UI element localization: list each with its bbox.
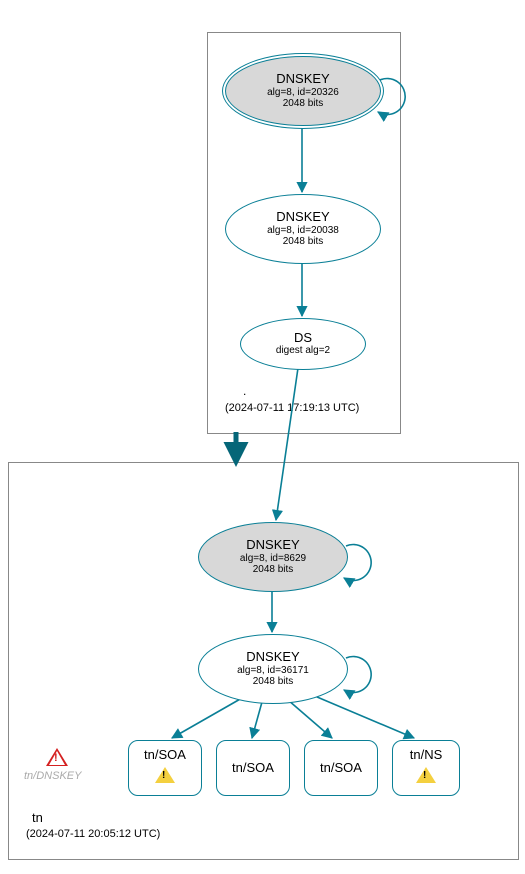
node-title: tn/SOA xyxy=(144,748,186,762)
node-title: DNSKEY xyxy=(276,72,329,86)
node-line2: alg=8, id=36171 xyxy=(237,665,309,677)
zone-label-root: . xyxy=(243,384,246,398)
node-tn-soa1: tn/SOA ! xyxy=(128,740,202,796)
node-title: DNSKEY xyxy=(246,650,299,664)
node-root-ksk: DNSKEY alg=8, id=20326 2048 bits xyxy=(225,56,381,126)
node-line2: alg=8, id=20038 xyxy=(267,225,339,237)
node-tn-zsk: DNSKEY alg=8, id=36171 2048 bits xyxy=(198,634,348,704)
node-line3: 2048 bits xyxy=(253,564,294,576)
node-tn-soa2: tn/SOA xyxy=(216,740,290,796)
node-line2: alg=8, id=20326 xyxy=(267,87,339,99)
node-title: DNSKEY xyxy=(246,538,299,552)
node-title: tn/SOA xyxy=(320,761,362,775)
warning-icon: ! xyxy=(416,763,436,788)
node-root-zsk: DNSKEY alg=8, id=20038 2048 bits xyxy=(225,194,381,264)
node-title: DNSKEY xyxy=(276,210,329,224)
node-line2: digest alg=2 xyxy=(276,345,330,357)
warning-icon: ! xyxy=(155,763,175,788)
node-root-ds: DS digest alg=2 xyxy=(240,318,366,370)
node-tn-ksk: DNSKEY alg=8, id=8629 2048 bits xyxy=(198,522,348,592)
node-line2: alg=8, id=8629 xyxy=(240,553,306,565)
node-title: tn/SOA xyxy=(232,761,274,775)
node-line3: 2048 bits xyxy=(283,98,324,110)
node-title: DS xyxy=(294,331,312,345)
node-tn-soa3: tn/SOA xyxy=(304,740,378,796)
node-tn-ns: tn/NS ! xyxy=(392,740,460,796)
node-line3: 2048 bits xyxy=(283,236,324,248)
zone-timestamp-tn: (2024-07-11 20:05:12 UTC) xyxy=(26,828,160,840)
zone-label-tn: tn xyxy=(32,810,43,825)
dnskey-warning-icon: ! xyxy=(46,748,68,771)
node-title: tn/NS xyxy=(410,748,443,762)
zone-timestamp-root: (2024-07-11 17:19:13 UTC) xyxy=(225,402,359,414)
node-line3: 2048 bits xyxy=(253,676,294,688)
dnskey-warning-label: tn/DNSKEY xyxy=(24,770,81,782)
